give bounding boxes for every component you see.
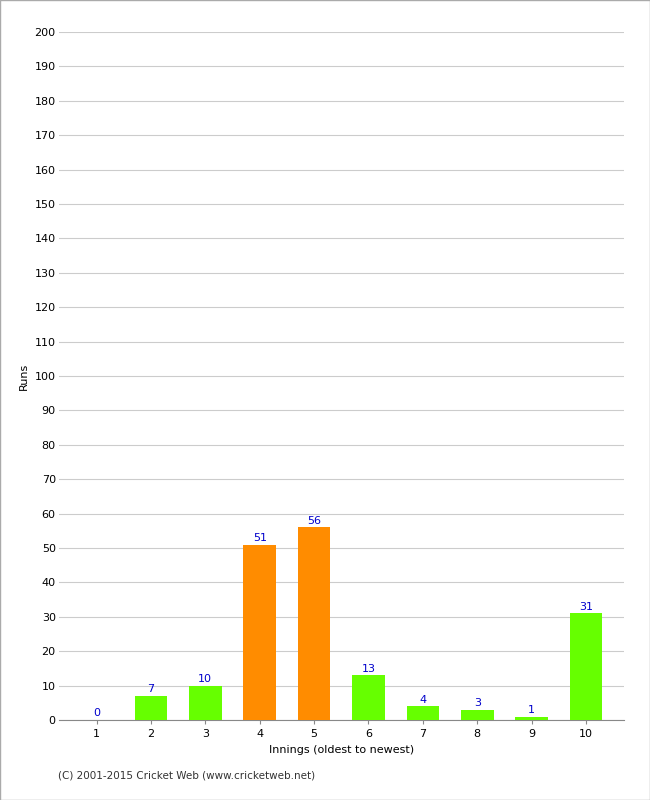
Bar — [298, 527, 330, 720]
Bar — [515, 717, 548, 720]
X-axis label: Innings (oldest to newest): Innings (oldest to newest) — [268, 745, 414, 754]
Bar — [352, 675, 385, 720]
Text: 10: 10 — [198, 674, 213, 684]
Text: 13: 13 — [361, 663, 376, 674]
Text: 31: 31 — [579, 602, 593, 612]
Bar — [135, 696, 167, 720]
Y-axis label: Runs: Runs — [19, 362, 29, 390]
Text: 3: 3 — [474, 698, 481, 708]
Text: 7: 7 — [148, 684, 155, 694]
Bar — [461, 710, 493, 720]
Bar — [189, 686, 222, 720]
Bar — [569, 614, 603, 720]
Text: (C) 2001-2015 Cricket Web (www.cricketweb.net): (C) 2001-2015 Cricket Web (www.cricketwe… — [58, 770, 316, 780]
Text: 51: 51 — [253, 533, 266, 543]
Text: 0: 0 — [93, 708, 100, 718]
Text: 1: 1 — [528, 705, 535, 715]
Text: 4: 4 — [419, 694, 426, 705]
Bar — [406, 706, 439, 720]
Bar — [243, 545, 276, 720]
Text: 56: 56 — [307, 516, 321, 526]
